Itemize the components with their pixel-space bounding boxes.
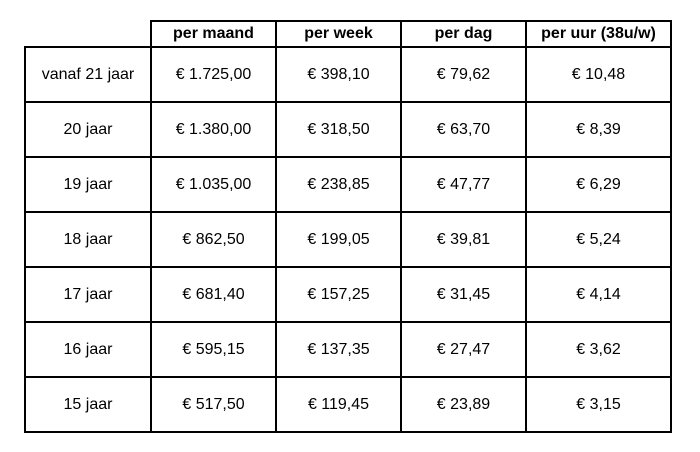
daily-wage-cell: € 39,81 xyxy=(400,211,527,268)
daily-wage-cell: € 23,89 xyxy=(400,376,527,433)
hourly-wage-cell: € 3,15 xyxy=(525,376,672,433)
hourly-wage-cell: € 6,29 xyxy=(525,156,672,213)
table-row: 16 jaar € 595,15 € 137,35 € 27,47 € 3,62 xyxy=(24,321,672,378)
weekly-wage-cell: € 157,25 xyxy=(275,266,402,323)
table-row: 18 jaar € 862,50 € 199,05 € 39,81 € 5,24 xyxy=(24,211,672,268)
daily-wage-cell: € 79,62 xyxy=(400,46,527,103)
weekly-wage-cell: € 119,45 xyxy=(275,376,402,433)
age-cell: vanaf 21 jaar xyxy=(24,46,152,103)
age-cell: 18 jaar xyxy=(24,211,152,268)
table-row: 15 jaar € 517,50 € 119,45 € 23,89 € 3,15 xyxy=(24,376,672,433)
hourly-wage-cell: € 8,39 xyxy=(525,101,672,158)
monthly-wage-cell: € 1.725,00 xyxy=(150,46,277,103)
hourly-wage-cell: € 10,48 xyxy=(525,46,672,103)
monthly-wage-cell: € 517,50 xyxy=(150,376,277,433)
monthly-wage-cell: € 862,50 xyxy=(150,211,277,268)
header-per-month: per maand xyxy=(150,20,277,48)
table-row: vanaf 21 jaar € 1.725,00 € 398,10 € 79,6… xyxy=(24,46,672,103)
age-cell: 15 jaar xyxy=(24,376,152,433)
age-cell: 20 jaar xyxy=(24,101,152,158)
hourly-wage-cell: € 3,62 xyxy=(525,321,672,378)
header-corner xyxy=(25,21,152,48)
header-per-day: per dag xyxy=(400,20,527,48)
daily-wage-cell: € 31,45 xyxy=(400,266,527,323)
daily-wage-cell: € 47,77 xyxy=(400,156,527,213)
wage-table: per maand per week per dag per uur (38u/… xyxy=(24,20,672,433)
weekly-wage-cell: € 318,50 xyxy=(275,101,402,158)
hourly-wage-cell: € 5,24 xyxy=(525,211,672,268)
monthly-wage-cell: € 681,40 xyxy=(150,266,277,323)
age-cell: 19 jaar xyxy=(24,156,152,213)
age-cell: 16 jaar xyxy=(24,321,152,378)
table-row: 20 jaar € 1.380,00 € 318,50 € 63,70 € 8,… xyxy=(24,101,672,158)
table-row: 17 jaar € 681,40 € 157,25 € 31,45 € 4,14 xyxy=(24,266,672,323)
table-row: 19 jaar € 1.035,00 € 238,85 € 47,77 € 6,… xyxy=(24,156,672,213)
weekly-wage-cell: € 398,10 xyxy=(275,46,402,103)
header-row: per maand per week per dag per uur (38u/… xyxy=(25,20,672,48)
header-per-hour: per uur (38u/w) xyxy=(525,20,672,48)
daily-wage-cell: € 63,70 xyxy=(400,101,527,158)
weekly-wage-cell: € 199,05 xyxy=(275,211,402,268)
weekly-wage-cell: € 238,85 xyxy=(275,156,402,213)
monthly-wage-cell: € 595,15 xyxy=(150,321,277,378)
hourly-wage-cell: € 4,14 xyxy=(525,266,672,323)
monthly-wage-cell: € 1.380,00 xyxy=(150,101,277,158)
age-cell: 17 jaar xyxy=(24,266,152,323)
monthly-wage-cell: € 1.035,00 xyxy=(150,156,277,213)
weekly-wage-cell: € 137,35 xyxy=(275,321,402,378)
daily-wage-cell: € 27,47 xyxy=(400,321,527,378)
header-per-week: per week xyxy=(275,20,402,48)
